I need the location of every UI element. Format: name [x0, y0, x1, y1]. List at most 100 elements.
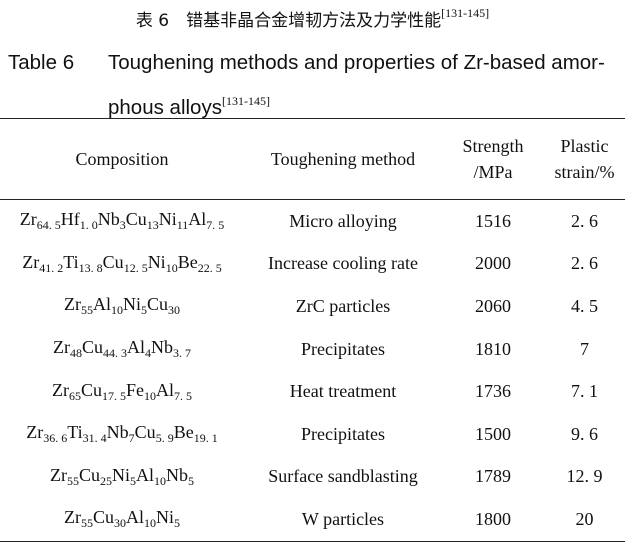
element-subscript: 13. 8 — [78, 260, 103, 275]
method-cell: Precipitates — [301, 423, 385, 444]
element-subscript: 11 — [176, 218, 189, 233]
caption-en-line2: phous alloys — [108, 96, 222, 119]
element: Zr — [22, 251, 40, 272]
element: Al — [127, 337, 145, 358]
element: Zr — [49, 464, 67, 485]
element-subscript: 10 — [165, 260, 178, 275]
element-subscript: 30 — [114, 516, 126, 531]
strength-cell: 1789 — [475, 466, 511, 487]
element: Ni — [156, 507, 174, 528]
element-subscript: 12. 5 — [123, 260, 148, 275]
header-row: Composition Toughening method Strength/M… — [0, 118, 625, 200]
element: Zr — [26, 422, 44, 443]
composition-cell: Zr55Cu25Ni5Al10Nb5 — [0, 456, 244, 499]
table-row: Zr55Cu25Ni5Al10Nb5 Surface sandblasting … — [0, 456, 625, 499]
element: Zr — [19, 209, 37, 230]
strain-cell: 4. 5 — [571, 295, 598, 316]
table-row: Zr55Cu30Al10Ni5 W particles 1800 20 — [0, 498, 625, 541]
strength-cell: 1500 — [475, 423, 511, 444]
element: Cu — [125, 209, 147, 230]
strength-cell: 1800 — [475, 508, 511, 529]
element: Nb — [97, 209, 120, 230]
element-subscript: 13 — [146, 218, 159, 233]
element: Ni — [147, 251, 166, 272]
element-subscript: 10 — [110, 303, 123, 318]
element-subscript: 7. 5 — [206, 218, 225, 233]
strength-cell: 1736 — [475, 381, 511, 402]
element-subscript: 5 — [130, 473, 136, 488]
element-subscript: 10 — [144, 516, 156, 531]
element-subscript: 25 — [100, 473, 112, 488]
caption-cn-text: 表 6 错基非晶合金增韧方法及力学性能 — [135, 11, 442, 31]
composition-cell: Zr64. 5Hf1. 0Nb3Cu13Ni11Al7. 5 — [0, 200, 244, 243]
composition-cell: Zr41. 2Ti13. 8Cu12. 5Ni10Be22. 5 — [0, 243, 244, 286]
caption-english: Table 6 Toughening methods and properties… — [8, 44, 618, 127]
strength-cell: 2000 — [475, 253, 511, 274]
element: Fe — [126, 379, 144, 400]
header-strain-2: strain/% — [554, 162, 615, 182]
table-row: Zr65Cu17. 5Fe10Al7. 5 Heat treatment 173… — [0, 370, 625, 413]
caption-en-line1: Toughening methods and properties of Zr-… — [108, 51, 605, 74]
element-subscript: 44. 3 — [103, 346, 127, 361]
element-subscript: 19. 1 — [193, 431, 218, 446]
element: Cu — [146, 294, 168, 315]
strain-cell: 20 — [575, 508, 594, 529]
header-method: Toughening method — [244, 118, 442, 200]
element: Al — [92, 294, 111, 315]
strain-cell: 7. 1 — [571, 381, 598, 402]
element: Hf — [60, 209, 80, 230]
element: Zr — [63, 507, 81, 528]
table-row: Zr64. 5Hf1. 0Nb3Cu13Ni11Al7. 5 Micro all… — [0, 200, 625, 243]
element-subscript: 5 — [174, 516, 180, 531]
element-subscript: 4 — [145, 346, 151, 361]
header-strength: Strength/MPa — [442, 118, 544, 200]
table-row: Zr48Cu44. 3Al4Nb3. 7 Precipitates 1810 7 — [0, 328, 625, 371]
composition-cell: Zr36. 6Ti31. 4Nb7Cu5. 9Be19. 1 — [0, 413, 244, 456]
element-subscript: 55 — [80, 303, 93, 318]
element-subscript: 30 — [168, 303, 180, 318]
strength-cell: 1810 — [475, 338, 511, 359]
element-subscript: 55 — [66, 473, 79, 488]
element-subscript: 22. 5 — [197, 260, 222, 275]
element-subscript: 3. 7 — [173, 346, 191, 361]
table-row: Zr55Al10Ni5Cu30 ZrC particles 2060 4. 5 — [0, 285, 625, 328]
element: Nb — [106, 422, 129, 443]
element-subscript: 3 — [119, 218, 126, 233]
caption-cn-ref: [131-145] — [441, 6, 490, 20]
composition-cell: Zr55Cu30Al10Ni5 — [0, 498, 244, 541]
method-cell: Surface sandblasting — [268, 466, 418, 487]
element-subscript: 7 — [128, 431, 135, 446]
composition-cell: Zr65Cu17. 5Fe10Al7. 5 — [0, 370, 244, 413]
table-row: Zr41. 2Ti13. 8Cu12. 5Ni10Be22. 5 Increas… — [0, 243, 625, 286]
properties-table: Composition Toughening method Strength/M… — [0, 118, 625, 542]
element: Al — [136, 464, 154, 485]
header-strength-2: /MPa — [473, 162, 513, 182]
element-subscript: 41. 2 — [39, 260, 64, 275]
header-composition: Composition — [0, 118, 244, 200]
element-subscript: 5 — [188, 473, 194, 488]
strain-cell: 12. 9 — [566, 466, 603, 487]
element: Zr — [63, 294, 81, 315]
composition-cell: Zr48Cu44. 3Al4Nb3. 7 — [0, 328, 244, 371]
composition-cell: Zr55Al10Ni5Cu30 — [0, 285, 244, 328]
method-cell: Micro alloying — [289, 210, 397, 231]
element: Al — [156, 379, 174, 400]
element: Cu — [80, 379, 102, 400]
strain-cell: 9. 6 — [571, 423, 598, 444]
method-cell: Increase cooling rate — [268, 253, 418, 274]
element: Cu — [78, 464, 100, 485]
element: Al — [188, 209, 207, 230]
element: Ti — [63, 251, 79, 272]
element-subscript: 36. 6 — [43, 431, 68, 446]
method-cell: Heat treatment — [289, 381, 397, 402]
element: Nb — [151, 337, 173, 358]
strength-cell: 1516 — [475, 210, 511, 231]
caption-chinese: 表 6 错基非晶合金增韧方法及力学性能[131-145] — [0, 6, 625, 31]
element: Cu — [102, 251, 124, 272]
element: Cu — [92, 507, 114, 528]
element-subscript: 5 — [140, 303, 147, 318]
element-subscript: 17. 5 — [102, 388, 126, 403]
element-subscript: 10 — [154, 473, 166, 488]
caption-en-ref: [131-145] — [221, 94, 270, 108]
strength-cell: 2060 — [475, 295, 511, 316]
